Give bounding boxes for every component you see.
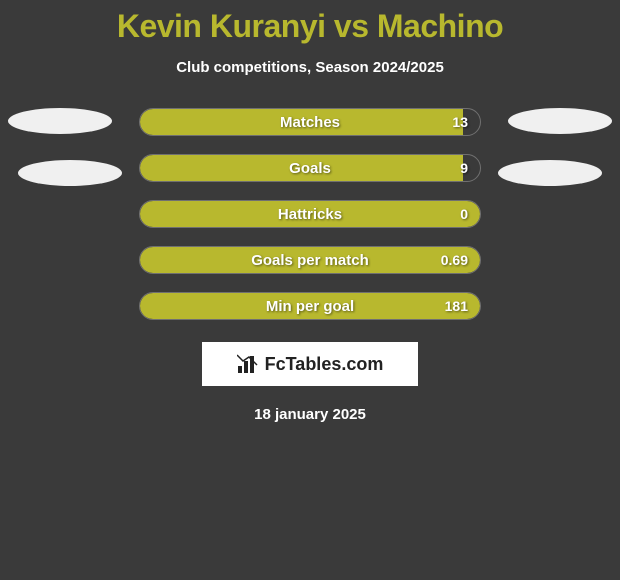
decorative-ellipse [508, 108, 612, 134]
stat-bar-value: 181 [445, 293, 468, 319]
stat-bar-value: 13 [452, 109, 468, 135]
decorative-ellipse [8, 108, 112, 134]
stat-bar-matches: Matches 13 [139, 108, 481, 136]
bar-chart-icon [237, 354, 259, 374]
decorative-ellipse [18, 160, 122, 186]
stat-bar-label: Min per goal [140, 293, 480, 319]
decorative-ellipse [498, 160, 602, 186]
page-subtitle: Club competitions, Season 2024/2025 [0, 59, 620, 76]
stat-bar-label: Hattricks [140, 201, 480, 227]
stat-bar-value: 0.69 [441, 247, 468, 273]
stats-section: Matches 13 Goals 9 Hattricks 0 Goals per… [0, 108, 620, 320]
stat-bar-min-per-goal: Min per goal 181 [139, 292, 481, 320]
stat-bar-value: 0 [460, 201, 468, 227]
page-title: Kevin Kuranyi vs Machino [0, 0, 620, 45]
stat-bar-goals-per-match: Goals per match 0.69 [139, 246, 481, 274]
branding-box: FcTables.com [202, 342, 418, 386]
stat-bars: Matches 13 Goals 9 Hattricks 0 Goals per… [139, 108, 481, 320]
stat-bar-label: Goals [140, 155, 480, 181]
branding-text: FcTables.com [265, 354, 384, 375]
stat-bar-label: Goals per match [140, 247, 480, 273]
stat-bar-goals: Goals 9 [139, 154, 481, 182]
footer-date: 18 january 2025 [0, 406, 620, 423]
stat-bar-hattricks: Hattricks 0 [139, 200, 481, 228]
stat-bar-value: 9 [460, 155, 468, 181]
stat-bar-label: Matches [140, 109, 480, 135]
